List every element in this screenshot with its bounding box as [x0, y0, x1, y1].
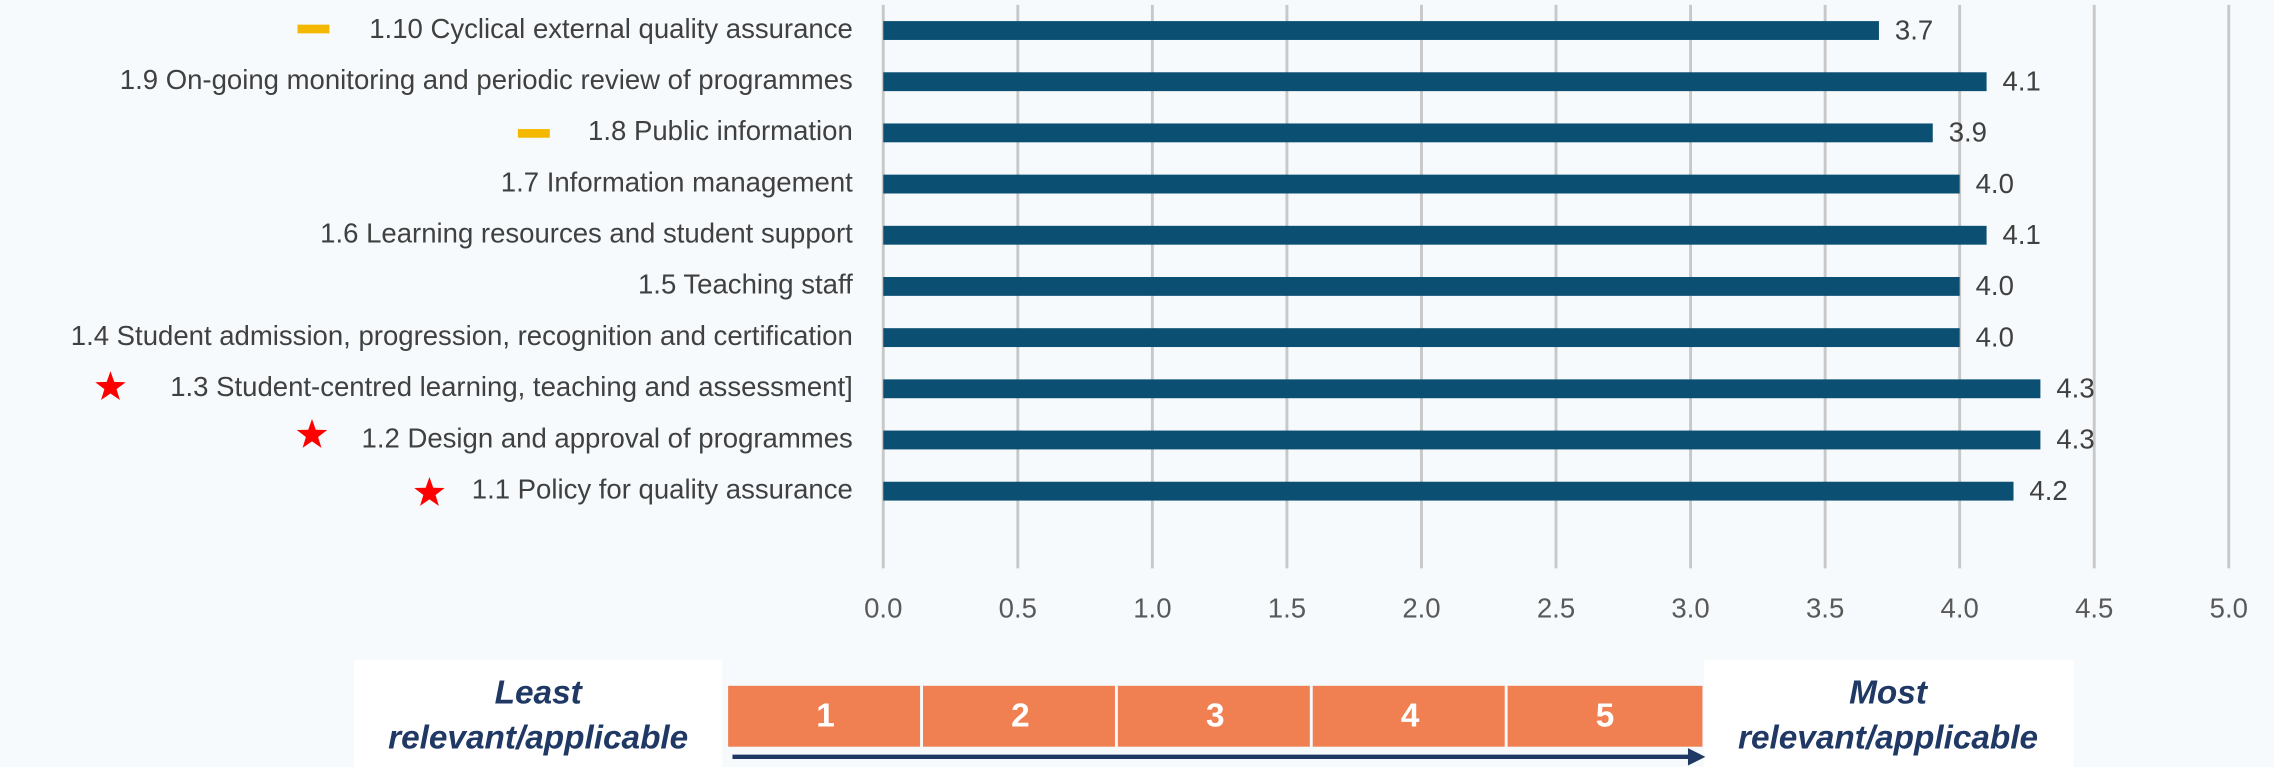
- category-label: 1.9 On-going monitoring and periodic rev…: [120, 64, 853, 95]
- scale-step-label: 2: [1011, 698, 1030, 735]
- scale-left-label: Least: [495, 674, 584, 711]
- bar: [883, 430, 2041, 450]
- category-label: 1.3 Student-centred learning, teaching a…: [170, 371, 853, 402]
- bar: [883, 277, 1960, 296]
- x-tick-label: 4.5: [2075, 593, 2113, 624]
- bar: [883, 328, 1960, 348]
- x-tick-label: 2.5: [1537, 593, 1575, 624]
- scale-step: [922, 685, 1115, 747]
- category-label: 1.2 Design and approval of programmes: [362, 422, 853, 453]
- scale-arrowhead: [1687, 748, 1706, 766]
- bar: [883, 225, 1987, 245]
- value-label: 4.3: [2056, 373, 2094, 404]
- x-tick-label: 1.0: [1133, 593, 1171, 624]
- scale-step-label: 1: [816, 698, 835, 735]
- category-label: 1.6 Learning resources and student suppo…: [320, 218, 853, 249]
- bar: [883, 379, 2041, 399]
- bar: [883, 21, 1879, 40]
- x-tick-label: 0.0: [864, 593, 902, 624]
- value-label: 4.3: [2056, 424, 2094, 455]
- scale-step-label: 4: [1401, 698, 1420, 735]
- bar: [883, 123, 1933, 143]
- category-label: 1.7 Information management: [501, 166, 853, 197]
- category-label: 1.8 Public information: [588, 115, 853, 146]
- scale-step: [728, 685, 921, 747]
- star-marker: [296, 419, 328, 448]
- dash-marker: [297, 24, 330, 34]
- x-tick-label: 3.5: [1806, 593, 1844, 624]
- scale-step: [1312, 685, 1505, 747]
- scale-step-label: 3: [1206, 698, 1225, 735]
- scale-right-label: relevant/applicable: [1738, 719, 2038, 756]
- category-label: 1.1 Policy for quality assurance: [472, 473, 853, 504]
- scale-step: [1507, 685, 1703, 747]
- scale-step: [1117, 685, 1310, 747]
- x-tick-label: 1.5: [1268, 593, 1306, 624]
- bar: [883, 72, 1987, 92]
- scale-step-label: 5: [1596, 698, 1615, 735]
- x-tick-label: 4.0: [1941, 593, 1979, 624]
- value-label: 4.1: [2003, 219, 2041, 250]
- x-tick-label: 5.0: [2210, 593, 2248, 624]
- value-label: 3.7: [1895, 14, 1933, 45]
- category-label: 1.10 Cyclical external quality assurance: [369, 13, 853, 44]
- scale-left-label: relevant/applicable: [388, 719, 688, 756]
- value-label: 4.0: [1976, 270, 2014, 301]
- value-label: 4.2: [2029, 475, 2067, 506]
- scale-right-box: [1703, 659, 2074, 767]
- x-tick-label: 3.0: [1671, 593, 1709, 624]
- value-label: 4.1: [2003, 65, 2041, 96]
- category-label: 1.4 Student admission, progression, reco…: [71, 320, 853, 351]
- value-label: 4.0: [1976, 321, 2014, 352]
- value-label: 4.0: [1976, 168, 2014, 199]
- x-tick-label: 0.5: [999, 593, 1037, 624]
- value-label: 3.9: [1949, 117, 1987, 148]
- x-tick-label: 2.0: [1402, 593, 1440, 624]
- dash-marker: [517, 129, 550, 138]
- star-marker: [95, 371, 126, 401]
- scale-right-label: Most: [1849, 674, 1929, 711]
- star-marker: [414, 477, 445, 506]
- bar: [883, 481, 2014, 501]
- scale-left-box: [354, 659, 723, 767]
- bar: [883, 174, 1960, 194]
- category-label: 1.5 Teaching staff: [638, 269, 853, 300]
